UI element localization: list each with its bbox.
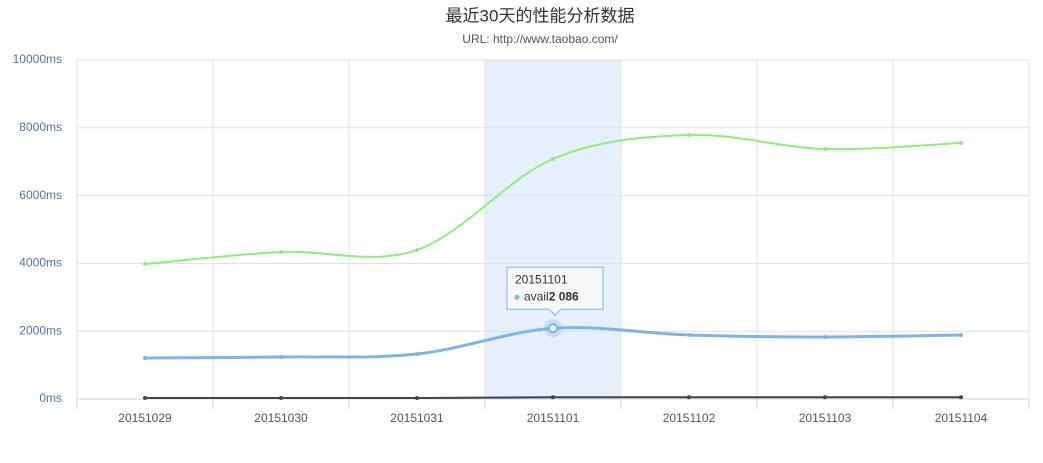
- x-tick-label: 20151101: [527, 411, 580, 425]
- y-tick-label: 4000ms: [19, 256, 62, 270]
- x-tick-label: 20151030: [254, 411, 308, 425]
- y-tick-label: 10000ms: [13, 52, 62, 66]
- tooltip-title: 20151101: [515, 272, 568, 286]
- tooltip-series-name: avail: [524, 289, 549, 303]
- point: [415, 248, 419, 253]
- y-tick-label: 2000ms: [19, 323, 62, 337]
- hover-point: [548, 323, 558, 334]
- point: [823, 395, 827, 400]
- point: [143, 262, 147, 267]
- tooltip-value-label: 2 086: [549, 289, 579, 303]
- point: [959, 332, 963, 337]
- x-tick-label: 20151102: [663, 411, 716, 425]
- point: [687, 132, 691, 137]
- x-tick-label: 20151104: [935, 411, 988, 425]
- point: [687, 332, 691, 337]
- chart-title: 最近30天的性能分析数据: [446, 6, 635, 25]
- point: [959, 140, 963, 145]
- x-tick-label: 20151103: [799, 411, 852, 425]
- x-tick-label: 20151031: [390, 411, 444, 425]
- point: [823, 334, 827, 339]
- y-tick-label: 6000ms: [19, 188, 62, 202]
- point: [279, 250, 283, 255]
- point: [551, 395, 555, 400]
- point: [143, 395, 147, 400]
- tooltip-dot: [514, 294, 520, 300]
- y-tick-label: 8000ms: [19, 120, 62, 134]
- point: [415, 395, 419, 400]
- point: [415, 352, 419, 357]
- point: [143, 356, 147, 361]
- point: [687, 395, 691, 400]
- hover-band: [484, 59, 622, 400]
- y-tick-label: 0ms: [39, 391, 62, 405]
- point: [279, 395, 283, 400]
- point: [551, 156, 555, 161]
- point: [959, 395, 963, 400]
- point: [279, 354, 283, 359]
- x-tick-label: 20151029: [118, 411, 172, 425]
- chart-subtitle: URL: http://www.taobao.com/: [462, 32, 618, 46]
- point: [823, 146, 827, 151]
- tooltip-value: avail2 086: [524, 289, 579, 303]
- tooltip-box: [506, 266, 604, 316]
